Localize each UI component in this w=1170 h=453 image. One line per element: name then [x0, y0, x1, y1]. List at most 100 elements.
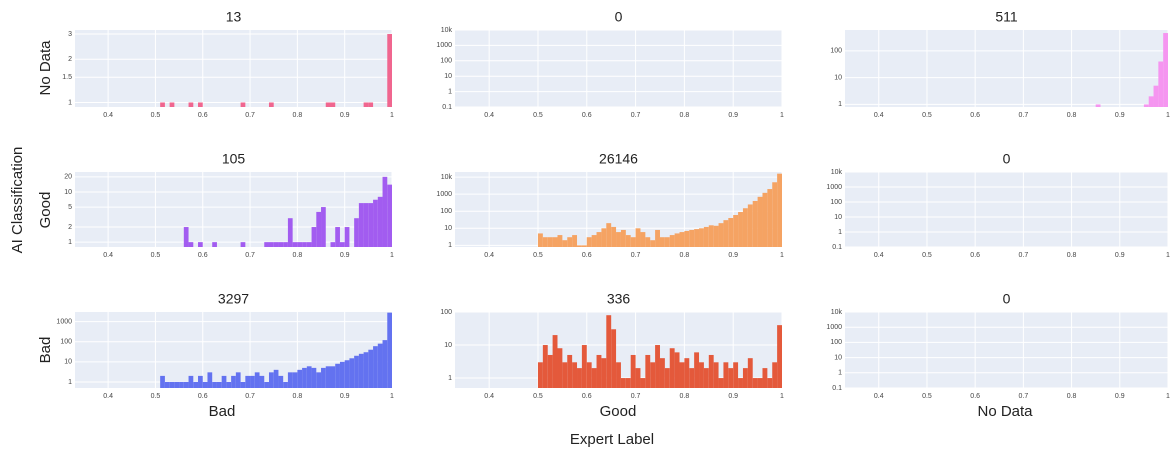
bar: [664, 368, 670, 388]
bar: [738, 212, 743, 247]
x-tick-label: 1: [1166, 252, 1170, 259]
y-tick-label: 10k: [441, 27, 453, 34]
bar: [655, 345, 660, 388]
bar: [537, 362, 543, 388]
bar: [733, 362, 739, 388]
chart-title: 511: [995, 9, 1018, 25]
bar: [757, 378, 763, 388]
x-tick-label: 0.9: [1115, 393, 1125, 400]
x-tick-label: 0.4: [103, 393, 113, 400]
bar: [752, 378, 758, 388]
y-tick-label: 2: [68, 224, 72, 231]
bar: [183, 381, 189, 388]
bar: [567, 354, 573, 388]
y-tick-label: 1.5: [62, 74, 72, 81]
x-tick-label: 0.7: [631, 112, 641, 119]
bar: [198, 102, 203, 107]
bar: [335, 227, 340, 247]
bar: [221, 375, 227, 388]
chart-title: 0: [615, 9, 623, 25]
bar: [321, 367, 326, 388]
bar: [226, 381, 232, 388]
bar: [160, 375, 165, 388]
bar: [188, 242, 194, 247]
bar: [772, 362, 778, 388]
bar: [777, 325, 782, 388]
x-tick-label: 0.8: [1067, 393, 1077, 400]
bar: [1153, 85, 1159, 107]
x-tick-label: 1: [1166, 112, 1170, 119]
bar: [635, 368, 641, 388]
bar: [339, 361, 345, 388]
y-tick-label: 1000: [826, 324, 842, 331]
bar: [713, 225, 719, 247]
y-tick-label: 1: [68, 99, 72, 106]
bar: [572, 235, 578, 247]
bar: [363, 203, 369, 247]
x-tick-label: 0.8: [1067, 252, 1077, 259]
bar: [316, 372, 322, 388]
y-tick-label: 10: [64, 359, 72, 366]
bar: [645, 354, 651, 388]
x-tick-label: 0.8: [1067, 112, 1077, 119]
y-tick-label: 2: [68, 56, 72, 63]
bar: [728, 218, 734, 247]
x-tick-label: 0.5: [922, 112, 932, 119]
x-tick-label: 0.4: [103, 112, 113, 119]
bar: [188, 375, 194, 388]
bar: [625, 378, 631, 388]
bar: [354, 355, 359, 388]
chart-title: 0: [1003, 291, 1011, 307]
x-tick-label: 0.7: [1019, 393, 1029, 400]
bar: [212, 242, 217, 247]
bar: [577, 368, 582, 388]
bar: [542, 345, 548, 388]
bar: [273, 369, 279, 388]
column-label: Bad: [209, 403, 236, 420]
bar: [368, 102, 374, 107]
bar: [325, 366, 331, 388]
bar: [747, 358, 753, 388]
y-tick-label: 1000: [826, 184, 842, 191]
bar: [699, 228, 704, 247]
bar: [557, 348, 563, 388]
x-tick-label: 0.5: [151, 252, 161, 259]
bar: [264, 242, 269, 247]
bar: [694, 229, 700, 247]
bar: [287, 218, 293, 247]
bar: [728, 368, 734, 388]
x-tick-label: 0.7: [1019, 252, 1029, 259]
y-tick-label: 10k: [831, 309, 843, 316]
column-label: No Data: [977, 403, 1033, 420]
bar: [1095, 104, 1101, 107]
x-tick-label: 0.5: [533, 112, 543, 119]
y-axis-title: AI Classification: [9, 147, 26, 254]
bar: [557, 235, 563, 247]
bar: [757, 196, 763, 247]
bar: [160, 102, 165, 107]
y-tick-label: 100: [830, 339, 842, 346]
x-tick-label: 1: [780, 112, 784, 119]
bar: [738, 378, 743, 388]
bar: [630, 237, 636, 247]
y-tick-label: 100: [830, 199, 842, 206]
x-tick-label: 0.9: [728, 112, 738, 119]
y-tick-label: 10: [834, 214, 842, 221]
bar: [718, 378, 724, 388]
bar: [354, 218, 359, 247]
bar: [188, 102, 194, 107]
bar: [1148, 96, 1154, 107]
y-tick-label: 10k: [441, 174, 453, 181]
y-tick-label: 10: [64, 189, 72, 196]
bar: [198, 242, 203, 247]
bar: [325, 102, 331, 107]
x-tick-label: 1: [390, 112, 394, 119]
y-tick-label: 5: [68, 204, 72, 211]
x-tick-label: 0.9: [340, 393, 350, 400]
x-tick-label: 0.8: [293, 393, 303, 400]
x-tick-label: 0.7: [631, 393, 641, 400]
bar: [358, 353, 364, 388]
x-tick-label: 0.6: [970, 252, 980, 259]
